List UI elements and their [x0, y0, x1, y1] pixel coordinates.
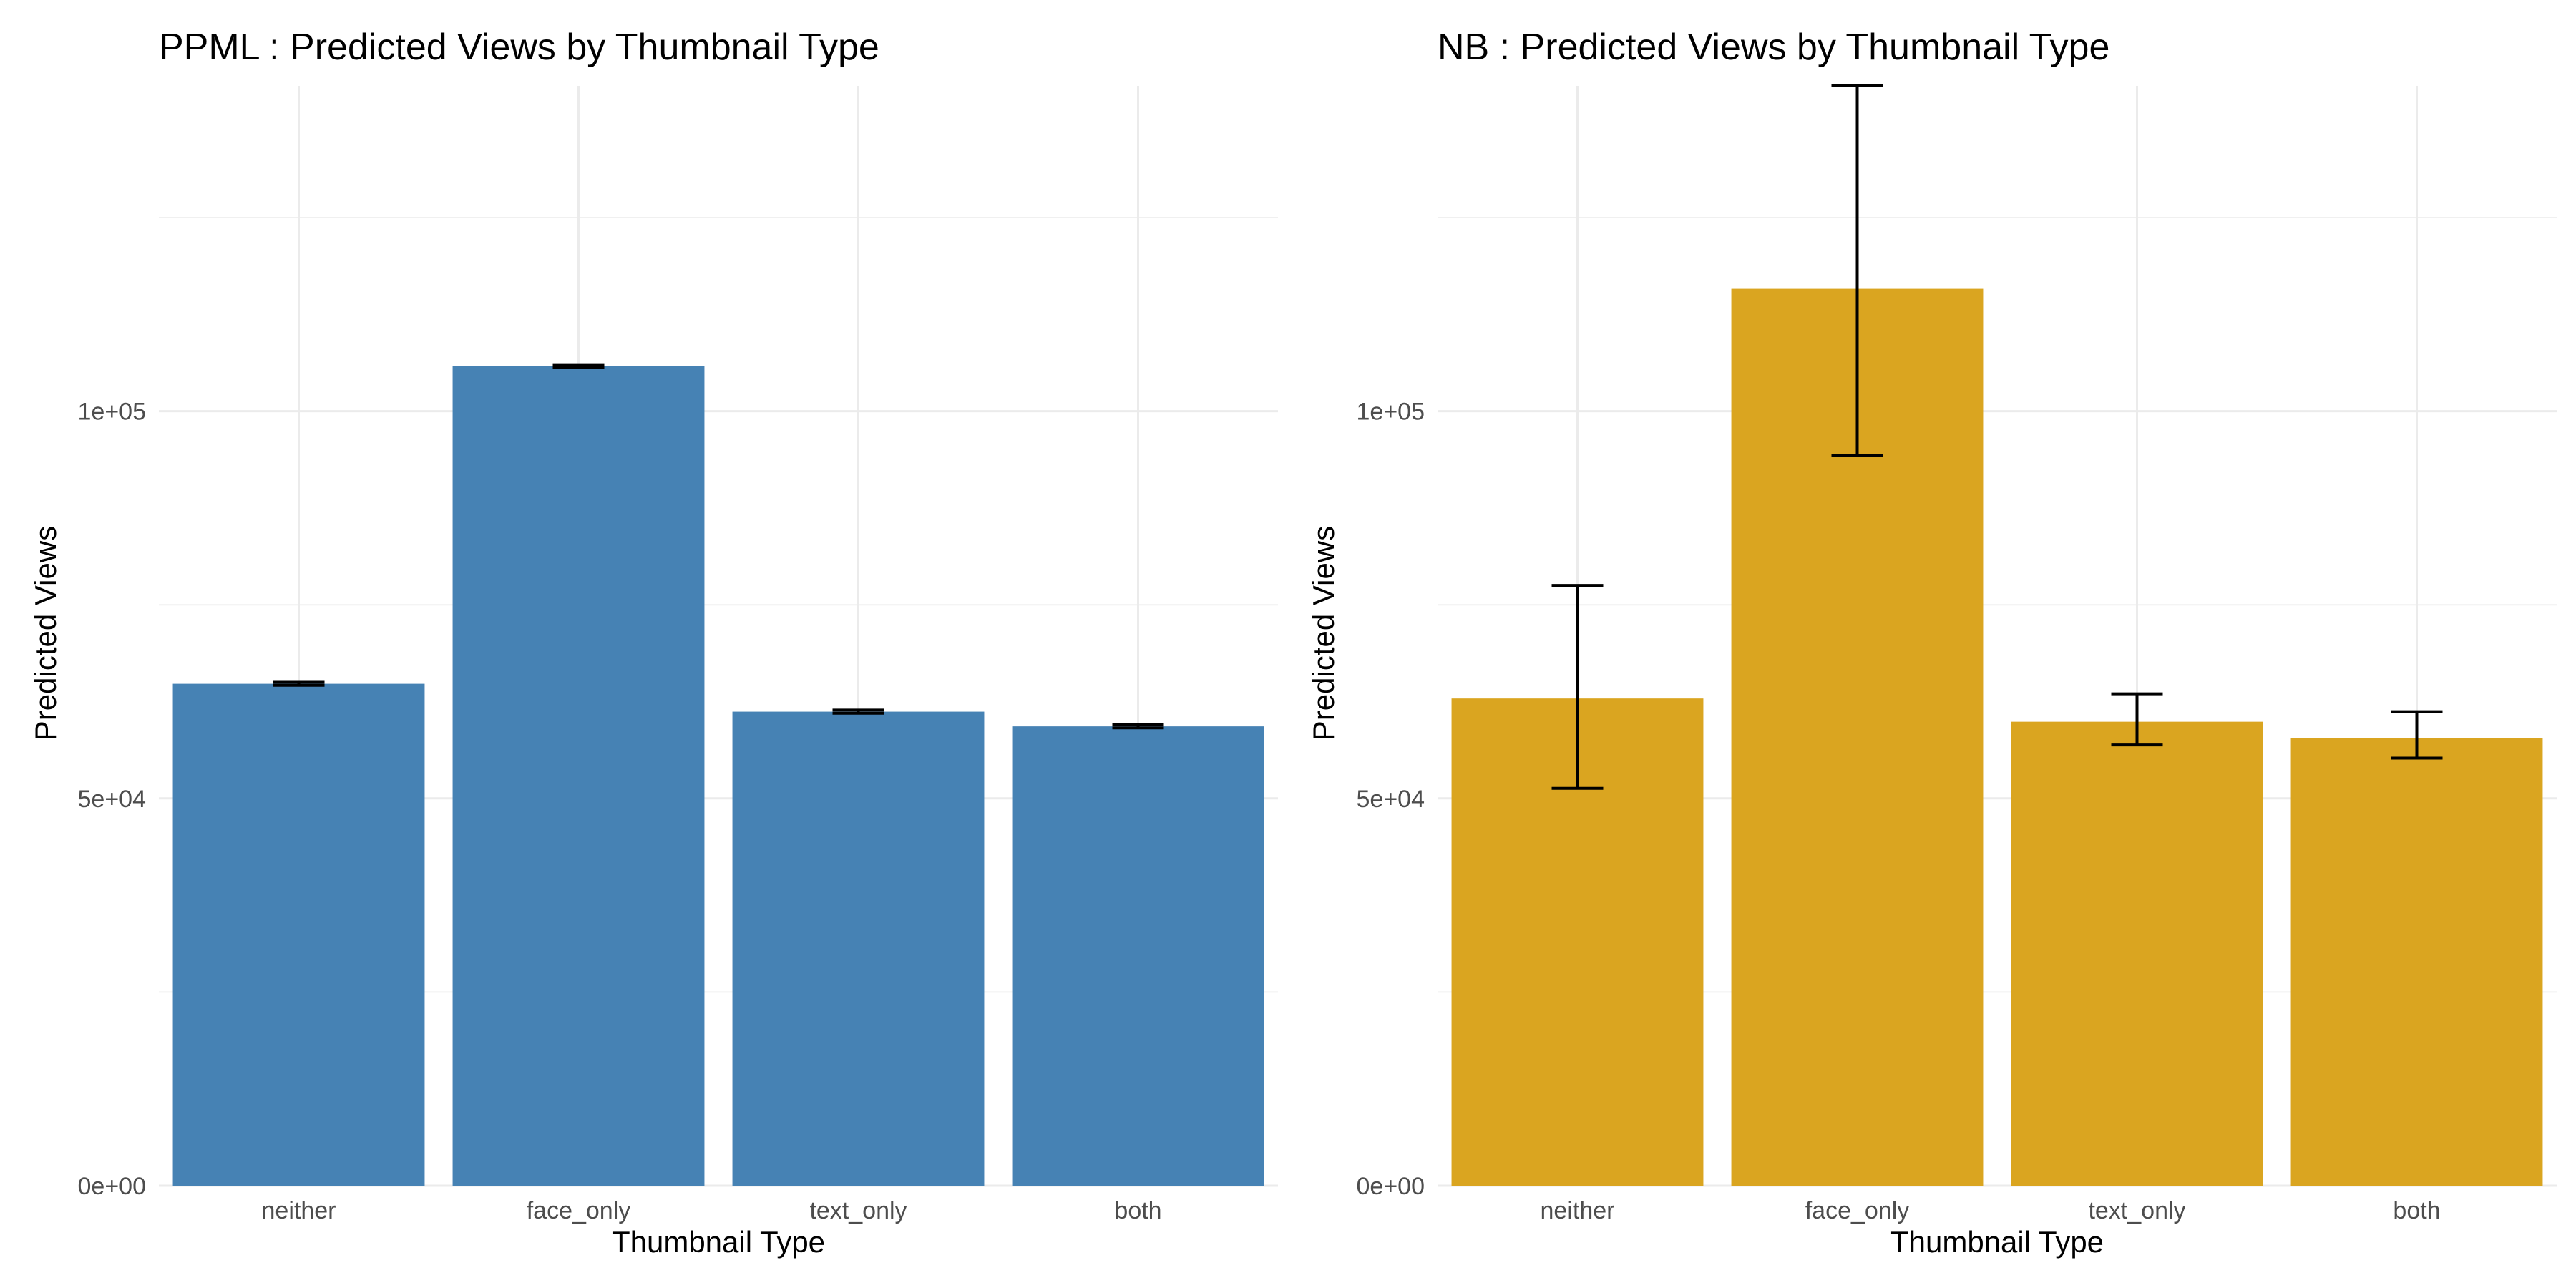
x-tick-label: text_only [809, 1197, 907, 1224]
y-tick-label: 0e+00 [78, 1173, 147, 1200]
bar-text_only [732, 711, 985, 1186]
x-tick-label: face_only [1805, 1197, 1910, 1224]
error-bar-text_only [832, 708, 884, 715]
chart-title: NB : Predicted Views by Thumbnail Type [1438, 26, 2109, 68]
error-bar-neither [273, 680, 325, 687]
y-tick-label: 5e+04 [1357, 786, 1425, 813]
chart-title: PPML : Predicted Views by Thumbnail Type [159, 26, 879, 68]
x-tick-label: text_only [2088, 1197, 2185, 1224]
y-axis-title: Predicted Views [29, 526, 62, 741]
x-axis-title: Thumbnail Type [612, 1225, 825, 1259]
error-bar-neither [1551, 584, 1604, 790]
y-tick-label: 5e+04 [78, 786, 147, 813]
x-tick-label: face_only [527, 1197, 631, 1224]
bar-both [1012, 726, 1264, 1186]
bar-neither [172, 683, 425, 1186]
error-bar-both [2391, 710, 2443, 760]
y-tick-label: 1e+05 [78, 399, 147, 426]
bar-both [2290, 738, 2543, 1186]
error-bar-face_only [552, 363, 605, 369]
bar-face_only [452, 366, 705, 1186]
error-bar-face_only [1831, 84, 1883, 457]
y-axis-title: Predicted Views [1307, 526, 1340, 741]
x-tick-label: neither [1541, 1197, 1615, 1224]
bar-text_only [2011, 721, 2263, 1186]
x-tick-label: neither [262, 1197, 336, 1224]
x-axis-title: Thumbnail Type [1890, 1225, 2104, 1259]
x-tick-label: both [1114, 1197, 1161, 1224]
x-tick-label: both [2393, 1197, 2440, 1224]
y-tick-label: 0e+00 [1357, 1173, 1425, 1200]
chart-panel-ppml: PPML : Predicted Views by Thumbnail Type… [29, 26, 1278, 1259]
error-bar-both [1112, 723, 1164, 730]
chart-panel-nb: NB : Predicted Views by Thumbnail Type T… [1307, 26, 2557, 1259]
y-tick-label: 1e+05 [1357, 399, 1425, 426]
error-bar-text_only [2111, 692, 2163, 747]
